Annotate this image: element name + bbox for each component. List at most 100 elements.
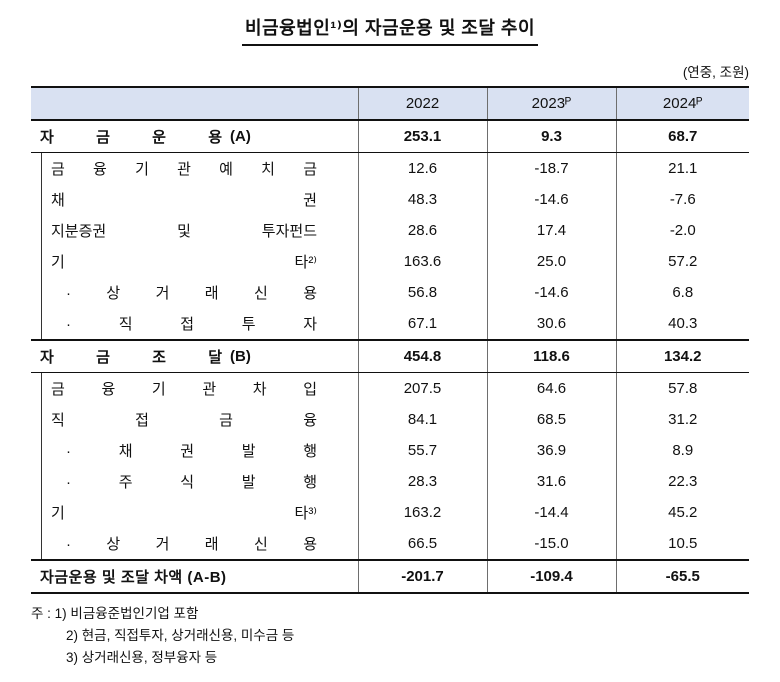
value-cell: 66.5 xyxy=(357,528,487,560)
value-cell: 31.6 xyxy=(486,466,616,497)
row-label: 금 융 기 관 차 입 xyxy=(51,381,317,398)
table-row-direct-investment: · 직 접 투 자 67.1 30.6 40.3 xyxy=(31,308,749,340)
table-row-other-raising: 기 타³⁾ 163.2 -14.4 45.2 xyxy=(31,497,749,528)
value-cell: 40.3 xyxy=(615,308,749,340)
value-cell: 8.9 xyxy=(615,435,749,466)
value-cell: 253.1 xyxy=(357,120,487,153)
row-label: · 직 접 투 자 xyxy=(66,316,317,333)
table-row-other-use: 기 타²⁾ 163.6 25.0 57.2 xyxy=(31,246,749,277)
value-cell: -18.7 xyxy=(486,152,616,184)
table-row-direct-financing: 직 접 금 융 84.1 68.5 31.2 xyxy=(31,404,749,435)
row-label-cell: 자 금 운 용 (A) xyxy=(31,120,358,153)
value-cell: 64.6 xyxy=(486,372,616,404)
value-cell: 45.2 xyxy=(615,497,749,528)
value-cell: 25.0 xyxy=(486,246,616,277)
row-label-cell: 자금운용 및 조달 차액 (A-B) xyxy=(31,559,358,593)
row-label: 기 타²⁾ xyxy=(51,254,317,271)
value-cell: -109.4 xyxy=(486,559,616,593)
value-cell: 6.8 xyxy=(615,277,749,308)
value-cell: 17.4 xyxy=(486,215,616,246)
value-cell: 56.8 xyxy=(357,277,487,308)
value-cell: 55.7 xyxy=(357,435,487,466)
value-cell: 31.2 xyxy=(615,404,749,435)
table-row-borrowings: 금 융 기 관 차 입 207.5 64.6 57.8 xyxy=(31,372,749,404)
value-cell: 57.2 xyxy=(615,246,749,277)
value-cell: 28.3 xyxy=(357,466,487,497)
row-label: 금 융 기 관 예 치 금 xyxy=(51,161,317,178)
table-row-equity-funds: 지분증권 및 투자펀드 28.6 17.4 -2.0 xyxy=(31,215,749,246)
footnotes: 주 : 1) 비금융준법인기업 포함 2) 현금, 직접투자, 상거래신용, 미… xyxy=(31,603,749,669)
row-label: · 주 식 발 행 xyxy=(66,474,317,491)
row-label-cell: 직 접 금 융 xyxy=(31,404,358,435)
row-label: · 상 거 래 신 용 xyxy=(66,536,317,553)
value-cell: 163.2 xyxy=(357,497,487,528)
value-cell: 21.1 xyxy=(615,152,749,184)
title-row: 비금융법인¹⁾의 자금운용 및 조달 추이 xyxy=(31,14,749,46)
row-label: 지분증권 및 투자펀드 xyxy=(51,223,317,240)
table-row-funds-raising: 자 금 조 달 (B) 454.8 118.6 134.2 xyxy=(31,339,749,373)
table-row-net-difference: 자금운용 및 조달 차액 (A-B) -201.7 -109.4 -65.5 xyxy=(31,559,749,593)
column-header-2024: 2024ᴾ xyxy=(615,87,749,121)
value-cell: -65.5 xyxy=(615,559,749,593)
row-label: · 채 권 발 행 xyxy=(66,443,317,460)
value-cell: 48.3 xyxy=(357,184,487,215)
row-label: 기 타³⁾ xyxy=(51,505,317,522)
table-row-trade-credit-raising: · 상 거 래 신 용 66.5 -15.0 10.5 xyxy=(31,528,749,560)
column-header-empty xyxy=(31,87,358,121)
table-row-deposits: 금 융 기 관 예 치 금 12.6 -18.7 21.1 xyxy=(31,152,749,184)
value-cell: 163.6 xyxy=(357,246,487,277)
row-label: 자금운용 및 조달 차액 (A-B) xyxy=(40,569,227,586)
table-header-row: 2022 2023ᴾ 2024ᴾ xyxy=(31,87,749,121)
footnote-line: 주 : 1) 비금융준법인기업 포함 xyxy=(31,606,199,621)
value-cell: 30.6 xyxy=(486,308,616,340)
table-row-bonds: 채 권 48.3 -14.6 -7.6 xyxy=(31,184,749,215)
value-cell: 57.8 xyxy=(615,372,749,404)
value-cell: 207.5 xyxy=(357,372,487,404)
column-header-2023: 2023ᴾ xyxy=(486,87,616,121)
table-row-funds-use: 자 금 운 용 (A) 253.1 9.3 68.7 xyxy=(31,120,749,153)
value-cell: 118.6 xyxy=(486,339,616,373)
row-label-cell: · 주 식 발 행 xyxy=(31,466,358,497)
row-label-cell: 금 융 기 관 차 입 xyxy=(31,373,358,404)
row-label-cell: · 상 거 래 신 용 xyxy=(31,277,358,308)
value-cell: 68.5 xyxy=(486,404,616,435)
value-cell: 134.2 xyxy=(615,339,749,373)
value-cell: 67.1 xyxy=(357,308,487,340)
value-cell: 454.8 xyxy=(357,339,487,373)
row-label-suffix: (A) xyxy=(230,128,251,145)
table-row-bond-issuance: · 채 권 발 행 55.7 36.9 8.9 xyxy=(31,435,749,466)
row-label: 직 접 금 융 xyxy=(51,412,317,429)
value-cell: 9.3 xyxy=(486,120,616,153)
column-header-2022: 2022 xyxy=(357,87,487,121)
value-cell: -15.0 xyxy=(486,528,616,560)
row-label: · 상 거 래 신 용 xyxy=(66,285,317,302)
row-label: 자 금 조 달 xyxy=(40,349,222,366)
row-label-cell: 자 금 조 달 (B) xyxy=(31,339,358,373)
value-cell: -14.6 xyxy=(486,277,616,308)
table-row-trade-credit-use: · 상 거 래 신 용 56.8 -14.6 6.8 xyxy=(31,277,749,308)
row-label-cell: 기 타³⁾ xyxy=(31,497,358,528)
unit-note: (연중, 조원) xyxy=(682,65,749,80)
value-cell: 84.1 xyxy=(357,404,487,435)
footnote-line: 3) 상거래신용, 정부융자 등 xyxy=(66,650,218,665)
table-row-stock-issuance: · 주 식 발 행 28.3 31.6 22.3 xyxy=(31,466,749,497)
row-label-cell: · 상 거 래 신 용 xyxy=(31,528,358,560)
row-label: 자 금 운 용 xyxy=(40,129,222,146)
value-cell: -14.6 xyxy=(486,184,616,215)
value-cell: 12.6 xyxy=(357,152,487,184)
value-cell: 28.6 xyxy=(357,215,487,246)
row-label-cell: 기 타²⁾ xyxy=(31,246,358,277)
row-label-cell: 금 융 기 관 예 치 금 xyxy=(31,153,358,184)
page-title: 비금융법인¹⁾의 자금운용 및 조달 추이 xyxy=(241,14,539,46)
value-cell: 22.3 xyxy=(615,466,749,497)
value-cell: -2.0 xyxy=(615,215,749,246)
footnote-line: 2) 현금, 직접투자, 상거래신용, 미수금 등 xyxy=(66,628,295,643)
row-label-cell: 채 권 xyxy=(31,184,358,215)
row-label-suffix: (B) xyxy=(230,348,251,365)
value-cell: 36.9 xyxy=(486,435,616,466)
row-label: 채 권 xyxy=(51,192,317,209)
fund-flow-table: 2022 2023ᴾ 2024ᴾ 자 금 운 용 (A) 253.1 9.3 68… xyxy=(31,86,749,594)
value-cell: 68.7 xyxy=(615,120,749,153)
value-cell: -201.7 xyxy=(357,559,487,593)
